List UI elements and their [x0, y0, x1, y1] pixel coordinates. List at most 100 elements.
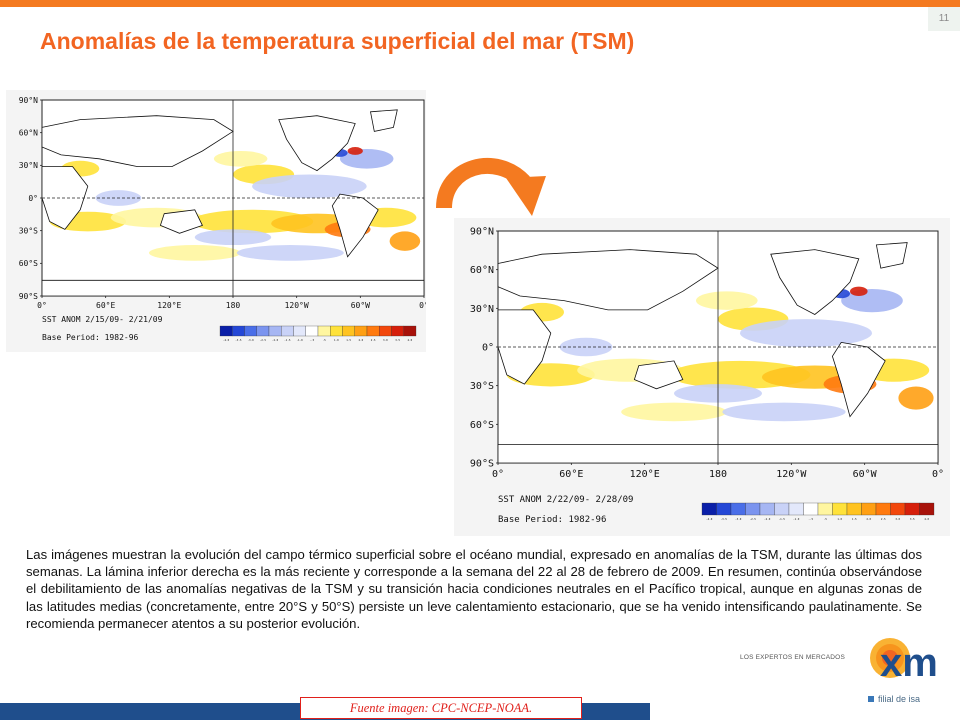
colorbar-tick-label: -3.0 [248, 338, 255, 342]
slide-title: Anomalías de la temperatura superficial … [40, 28, 635, 54]
colorbar-tick-label: 1.5 [346, 338, 351, 342]
lon-tick-label: 0° [932, 469, 944, 480]
filial-square-icon [868, 696, 874, 702]
colorbar-tick-label: 3.0 [895, 517, 900, 521]
map-caption-base: Base Period: 1982-96 [42, 333, 139, 342]
lon-tick-label: 60°E [96, 301, 115, 310]
page-number: 11 [938, 13, 950, 24]
lon-tick-label: 120°E [157, 301, 181, 310]
colorbar-swatch [403, 325, 417, 337]
lat-tick-label: 90°S [19, 292, 38, 301]
lon-tick-label: 60°W [351, 301, 370, 310]
colorbar-tick-label: -3.5 [721, 517, 728, 521]
logo-brand-text: xm [880, 641, 938, 685]
lon-tick-label: 0° [37, 301, 47, 310]
colorbar-swatch [379, 325, 392, 337]
lat-tick-label: 30°N [470, 304, 494, 315]
xm-logo-mark-icon: xm [870, 638, 938, 685]
colorbar-swatch [890, 502, 906, 516]
colorbar-tick-label: -2.0 [764, 517, 771, 521]
lat-tick-label: 60°S [470, 420, 494, 431]
colorbar-tick-label: -1.0 [793, 517, 800, 521]
lon-tick-label: 120°W [285, 301, 309, 310]
description-paragraph: Las imágenes muestran la evolución del c… [26, 547, 922, 631]
lat-tick-label: 0° [28, 194, 38, 203]
curved-arrow-icon [436, 158, 546, 216]
colorbar-tick-label: 4.0 [924, 517, 929, 521]
colorbar-tick-label: 4.0 [408, 338, 413, 342]
colorbar-swatch [293, 325, 306, 337]
lon-tick-label: 0° [492, 469, 504, 480]
logo-tagline: LOS EXPERTOS EN MERCADOS [740, 654, 845, 661]
colorbar-tick-label: 3.0 [383, 338, 388, 342]
colorbar-swatch [817, 502, 833, 516]
colorbar-tick-label: -4.0 [706, 517, 713, 521]
colorbar-swatch [219, 325, 233, 337]
lon-tick-label: 60°W [853, 469, 878, 480]
colorbar-tick-label: 1.0 [334, 338, 339, 342]
colorbar-swatch [281, 325, 294, 337]
colorbar-tick-label: -1.0 [297, 338, 304, 342]
lat-tick-label: 90°N [470, 227, 494, 238]
colorbar-tick-label: -2.0 [272, 338, 279, 342]
colorbar-swatch [846, 502, 862, 516]
colorbar-swatch [244, 325, 257, 337]
colorbar-tick-label: -1.5 [779, 517, 786, 521]
map-svg: 90°N60°N30°N0°30°S60°S90°S0° 60°E 120°E 180… [19, 96, 426, 342]
colorbar-tick-label: -1.5 [284, 338, 291, 342]
page-number-box [928, 7, 960, 31]
colorbar-swatch [803, 502, 819, 516]
lat-tick-label: 90°S [470, 459, 494, 470]
lon-tick-label: 60°E [559, 469, 583, 480]
sst-anomaly-map-week1: 90°N 60°N 30°N 0° 30°S 60°S 90°S 0° 60°E 120°E 180… [6, 90, 426, 352]
colorbar-tick-label: .5 [824, 517, 828, 521]
colorbar-tick-label: 2.0 [359, 338, 364, 342]
colorbar-tick-label: -2.5 [260, 338, 267, 342]
colorbar-tick-label: 2.5 [881, 517, 886, 521]
lon-tick-label: 180 [226, 301, 241, 310]
colorbar-swatch [701, 502, 717, 516]
lat-tick-label: 60°N [470, 265, 494, 276]
lat-tick-label: 60°N [19, 128, 38, 137]
bottom-bar-gap [650, 703, 960, 720]
colorbar-swatch [774, 502, 790, 516]
colorbar-swatch [330, 325, 343, 337]
colorbar-swatch [232, 325, 245, 337]
colorbar-tick-label: -.5 [808, 517, 813, 521]
colorbar-tick-label: -.5 [310, 338, 315, 342]
map-caption-period: SST ANOM 2/22/09- 2/28/09 [498, 495, 633, 505]
colorbar-swatch [391, 325, 404, 337]
colorbar-swatch [317, 325, 331, 337]
lat-tick-label: 30°N [19, 161, 38, 170]
colorbar-swatch [904, 502, 920, 516]
colorbar-swatch [832, 502, 848, 516]
colorbar-swatch [354, 325, 368, 337]
colorbar-tick-label: 3.5 [395, 338, 400, 342]
colorbar-tick-label: -3.0 [735, 517, 742, 521]
colorbar-tick-label: .5 [323, 338, 327, 342]
colorbar-swatch [305, 325, 319, 337]
colorbar-swatch [788, 502, 804, 516]
lat-tick-label: 60°S [19, 259, 38, 268]
colorbar-tick-label: 2.5 [371, 338, 376, 342]
lon-tick-label: 120°W [776, 469, 807, 480]
colorbar-swatch [759, 502, 775, 516]
map-svg: 90°N60°N30°N0°30°S60°S90°S0° 60°E 120°E 180… [470, 227, 944, 526]
lat-tick-label: 30°S [470, 381, 494, 392]
logo-subline: filial de isa [878, 694, 921, 704]
colorbar-tick-label: 1.0 [837, 517, 842, 521]
map-caption-base: Base Period: 1982-96 [498, 515, 606, 525]
sst-anomaly-map-week2: 90°N 60°N 30°N 0° 30°S 60°S 90°S 0° 60°E 120°E 180… [454, 218, 950, 536]
colorbar-tick-label: -2.5 [750, 517, 757, 521]
colorbar-swatch [861, 502, 877, 516]
lat-tick-label: 30°S [19, 226, 38, 235]
lat-tick-label: 0° [482, 343, 494, 354]
colorbar-tick-label: 3.5 [910, 517, 915, 521]
lat-tick-label: 90°N [19, 96, 38, 105]
colorbar-tick-label: 2.0 [866, 517, 871, 521]
colorbar-swatch [730, 502, 746, 516]
colorbar-swatch [256, 325, 270, 337]
lon-tick-label: 120°E [630, 469, 660, 480]
map-caption-period: SST ANOM 2/15/09- 2/21/09 [42, 315, 163, 324]
colorbar-swatch [366, 325, 380, 337]
